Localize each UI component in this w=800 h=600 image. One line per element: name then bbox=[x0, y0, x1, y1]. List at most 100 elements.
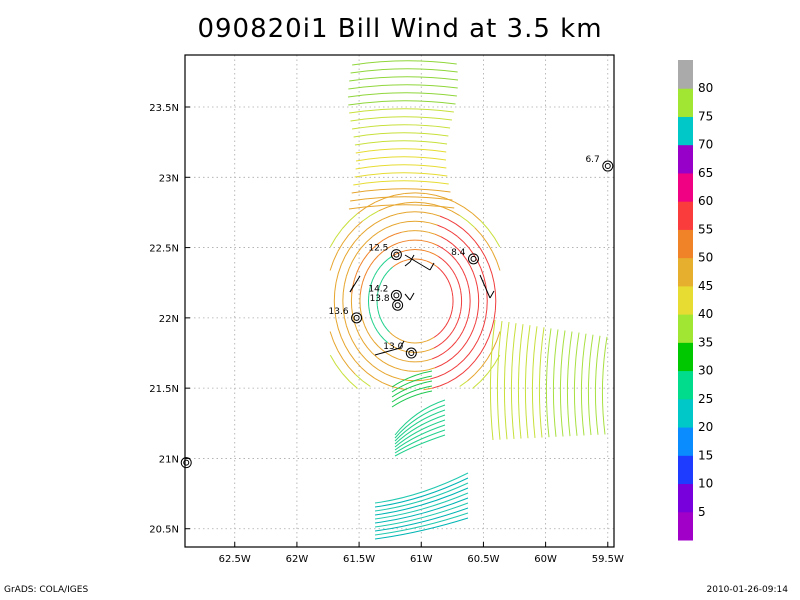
streamline-segment bbox=[377, 345, 383, 351]
x-axis-ticks: 62.5W 62W 61.5W 61W 60.5W 60W 59.5W bbox=[219, 542, 624, 565]
streamline-segment bbox=[439, 382, 449, 387]
streamline-segment bbox=[377, 239, 384, 245]
streamline-segment bbox=[394, 399, 446, 436]
streamline-segment bbox=[451, 341, 457, 347]
streamline-segment bbox=[341, 373, 350, 382]
streamline-segment bbox=[374, 502, 469, 528]
streamline-segment bbox=[440, 361, 448, 366]
streamline-segment bbox=[349, 213, 358, 222]
streamline-segment bbox=[377, 251, 383, 257]
x-tick-label: 60W bbox=[534, 554, 557, 565]
streamline-segment bbox=[459, 380, 468, 387]
streamline-segment bbox=[389, 213, 399, 217]
streamline-segment bbox=[474, 240, 481, 249]
streamline-segment bbox=[381, 276, 385, 281]
streamline-segment bbox=[349, 380, 358, 389]
wind-barb-flag bbox=[429, 262, 435, 271]
streamline-segment bbox=[457, 248, 463, 255]
streamline-segment bbox=[422, 340, 427, 343]
streamline-segment bbox=[350, 116, 453, 122]
streamline-segment bbox=[430, 336, 435, 340]
streamline-segment bbox=[377, 309, 380, 315]
streamline-segment bbox=[449, 283, 452, 289]
streamline-segment bbox=[354, 272, 358, 280]
streamline-segment bbox=[389, 266, 394, 271]
streamline-segment bbox=[425, 192, 436, 196]
streamline-segment bbox=[334, 310, 337, 320]
streamline-segment bbox=[466, 282, 470, 289]
streamline-segment bbox=[374, 507, 469, 532]
streamline-segment bbox=[343, 317, 347, 326]
streamline-segment bbox=[421, 230, 429, 233]
streamline-segment bbox=[383, 325, 388, 330]
color-bar-label: 30 bbox=[698, 364, 713, 378]
streamline-segment bbox=[458, 284, 462, 291]
streamline-segment bbox=[483, 276, 487, 285]
streamline-segment bbox=[403, 360, 410, 363]
streamline-segment bbox=[356, 265, 361, 273]
streamline-segment bbox=[424, 250, 430, 253]
streamline-segment bbox=[349, 353, 356, 362]
streamline-segment bbox=[445, 335, 451, 340]
streamline-segment bbox=[415, 201, 425, 204]
station-label: 13.6 bbox=[329, 307, 349, 317]
streamline-segment bbox=[491, 251, 498, 262]
color-bar-label: 5 bbox=[698, 505, 706, 519]
streamline-segment bbox=[447, 345, 453, 351]
streamline-segment bbox=[468, 360, 476, 368]
streamline-segment bbox=[351, 124, 451, 130]
streamline-segment bbox=[349, 108, 454, 114]
streamline-segment bbox=[401, 230, 409, 233]
streamline-segment bbox=[369, 284, 372, 291]
streamline-segment bbox=[450, 309, 453, 315]
streamline-segment bbox=[387, 353, 393, 358]
streamline-segment bbox=[376, 330, 381, 336]
streamline-segment bbox=[329, 331, 334, 342]
streamline-segment bbox=[378, 283, 381, 289]
color-bar-label: 50 bbox=[698, 251, 713, 265]
streamline-segment bbox=[337, 328, 342, 338]
color-bar-label: 25 bbox=[698, 392, 713, 406]
streamline-segment bbox=[594, 335, 601, 435]
streamline-segment bbox=[449, 266, 454, 272]
streamline-segment bbox=[377, 287, 380, 293]
color-bar-segment bbox=[678, 342, 693, 372]
streamline-segment bbox=[394, 419, 446, 448]
streamline-segment bbox=[374, 270, 378, 276]
streamline-segment bbox=[348, 366, 356, 375]
streamline-segment bbox=[362, 276, 366, 283]
streamline-segment bbox=[394, 404, 446, 439]
streamline-segment bbox=[426, 338, 431, 342]
streamline-segment bbox=[437, 373, 445, 378]
streamline-segment bbox=[374, 497, 469, 524]
streamline-segment bbox=[480, 268, 485, 277]
streamline-segment bbox=[356, 347, 362, 355]
streamline-segment bbox=[354, 220, 363, 229]
streamline-segment bbox=[468, 234, 476, 242]
streamline-segment bbox=[372, 365, 380, 371]
streamline-segment bbox=[362, 380, 371, 387]
streamline-segment bbox=[376, 305, 379, 310]
color-bar-segment bbox=[678, 427, 693, 456]
streamline-segment bbox=[374, 219, 383, 225]
streamline-segment bbox=[451, 255, 457, 261]
streamline-segment bbox=[380, 262, 385, 267]
streamline-segment bbox=[399, 260, 404, 264]
streamline-segment bbox=[356, 247, 362, 255]
streamline-segment bbox=[348, 260, 353, 269]
streamline-segment bbox=[485, 309, 488, 318]
streamline-segment bbox=[429, 347, 435, 351]
streamline-segment bbox=[484, 337, 490, 346]
station-marker-dot bbox=[393, 251, 400, 258]
streamline-segment bbox=[552, 329, 559, 437]
color-bar-segment bbox=[678, 229, 693, 259]
streamline-segment bbox=[395, 262, 400, 266]
streamline-segment bbox=[391, 385, 433, 403]
streamline-segment bbox=[545, 328, 552, 438]
streamline-segment bbox=[354, 172, 448, 178]
streamline-segment bbox=[459, 215, 468, 222]
streamline-segment bbox=[348, 333, 353, 342]
streamline-segment bbox=[437, 331, 441, 336]
streamline-segment bbox=[460, 290, 462, 296]
streamline-segment bbox=[483, 317, 487, 326]
